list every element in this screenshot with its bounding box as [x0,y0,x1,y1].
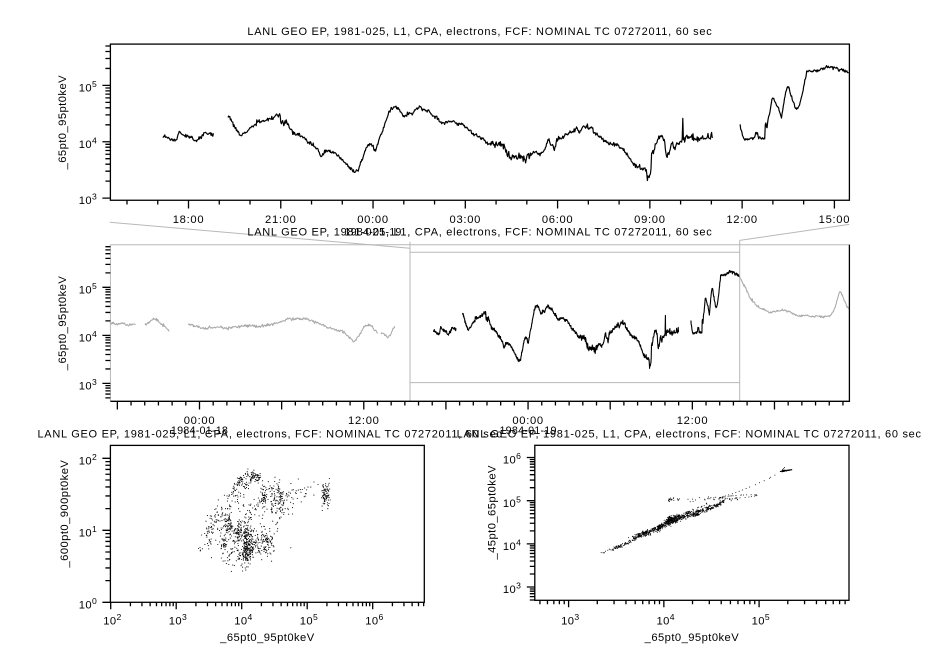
svg-text:LANL GEO EP, 1981-025, L1, CPA: LANL GEO EP, 1981-025, L1, CPA, electron… [457,428,922,440]
svg-text:09:00: 09:00 [634,214,666,226]
svg-text:LANL GEO EP, 1981-025, L1, CPA: LANL GEO EP, 1981-025, L1, CPA, electron… [247,226,712,238]
svg-text:12:00: 12:00 [677,415,709,427]
svg-text:1984-01-18: 1984-01-18 [171,425,228,437]
svg-text:LANL GEO EP, 1981-025, L1, CPA: LANL GEO EP, 1981-025, L1, CPA, electron… [37,428,502,440]
svg-text:_65pt0_95pt0keV: _65pt0_95pt0keV [219,632,315,644]
svg-text:06:00: 06:00 [542,214,574,226]
svg-text:00:00: 00:00 [357,214,389,226]
svg-text:21:00: 21:00 [265,214,297,226]
svg-text:1984-01-19: 1984-01-19 [499,425,556,437]
svg-text:_65pt0_95pt0keV: _65pt0_95pt0keV [57,276,69,372]
svg-text:_45pt0_65pt0keV: _45pt0_65pt0keV [487,465,499,561]
svg-text:_65pt0_95pt0keV: _65pt0_95pt0keV [644,632,740,644]
svg-text:12:00: 12:00 [726,214,758,226]
svg-text:03:00: 03:00 [450,214,482,226]
svg-text:_600pt0_900pt0keV: _600pt0_900pt0keV [59,460,71,569]
svg-text:15:00: 15:00 [819,214,851,226]
svg-text:1984-01-19: 1984-01-19 [344,227,401,239]
svg-text:12:00: 12:00 [348,415,380,427]
svg-text:00:00: 00:00 [184,415,216,427]
svg-text:18:00: 18:00 [173,214,205,226]
svg-text:00:00: 00:00 [512,415,544,427]
svg-text:_65pt0_95pt0keV: _65pt0_95pt0keV [57,75,69,171]
svg-text:LANL GEO EP, 1981-025, L1, CPA: LANL GEO EP, 1981-025, L1, CPA, electron… [247,26,712,38]
